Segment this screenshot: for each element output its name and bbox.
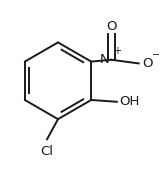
Text: −: −	[152, 50, 160, 60]
Text: Cl: Cl	[40, 145, 54, 158]
Text: O: O	[142, 57, 153, 70]
Text: O: O	[106, 20, 117, 33]
Text: N: N	[100, 53, 109, 66]
Text: OH: OH	[120, 95, 140, 108]
Text: +: +	[113, 46, 121, 56]
